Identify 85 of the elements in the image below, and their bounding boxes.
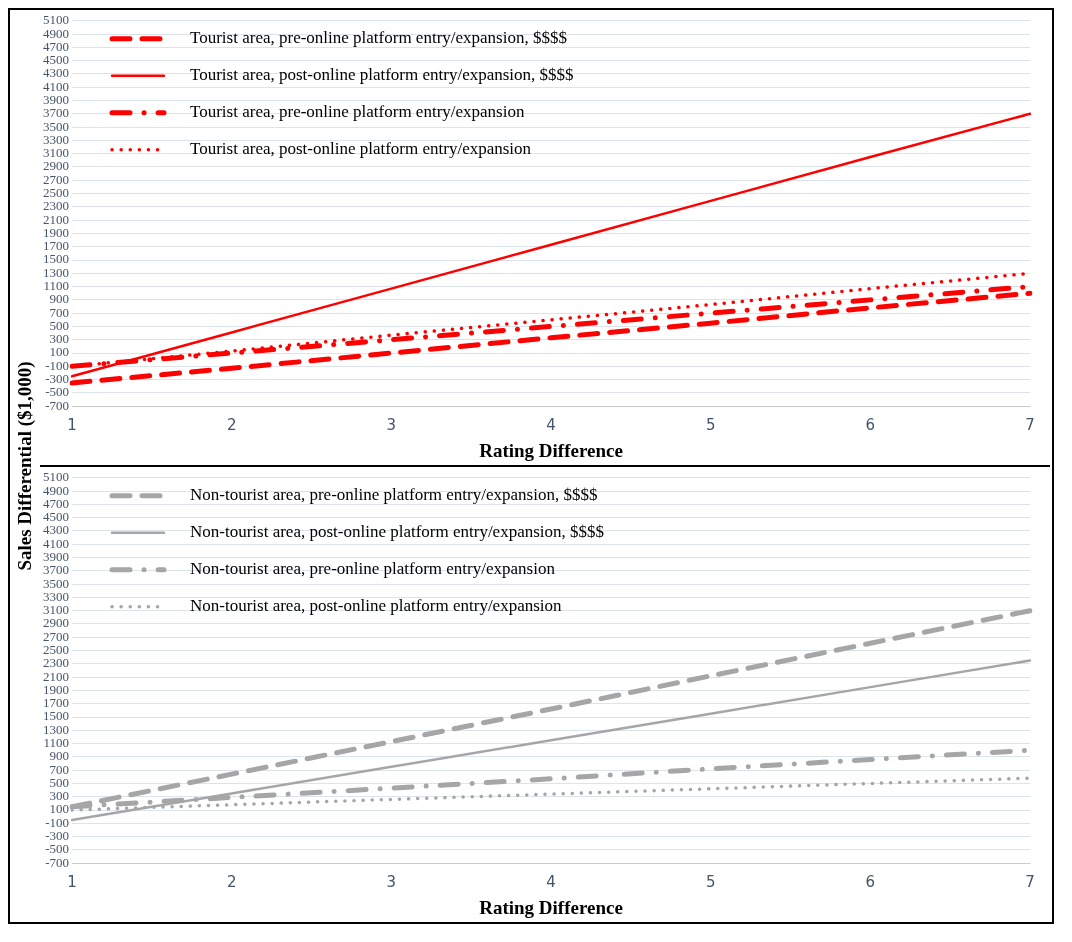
y-tick-label: 1300 — [43, 264, 69, 280]
legend-label: Tourist area, post-online platform entry/expansion — [190, 139, 532, 159]
x-tick-label: 4 — [546, 416, 556, 435]
y-tick-label: 100 — [49, 344, 69, 360]
legend-label: Non-tourist area, post-online platform entry/expansion — [190, 596, 563, 616]
y-tick-label: 4900 — [43, 482, 69, 498]
y-tick-label: 1500 — [43, 708, 69, 724]
y-tick-label: 1700 — [43, 695, 69, 711]
y-tick-label: 900 — [49, 748, 69, 764]
y-tick-label: 700 — [49, 761, 69, 777]
x-tick-label: 3 — [386, 873, 397, 892]
y-tick-label: 3500 — [43, 118, 69, 134]
y-tick-label: 4100 — [43, 535, 69, 551]
y-tick-label: 500 — [49, 317, 69, 333]
y-tick-label: -500 — [45, 841, 69, 857]
y-tick-label: 5100 — [43, 469, 69, 485]
y-tick-label: 2700 — [43, 171, 69, 187]
y-tick-label: 500 — [49, 774, 69, 790]
y-tick-label: -700 — [45, 854, 69, 870]
y-tick-label: -100 — [45, 814, 69, 830]
y-tick-label: 3900 — [43, 91, 69, 107]
x-tick-label: 5 — [705, 416, 716, 435]
x-tick-label: 5 — [705, 873, 716, 892]
y-tick-label: 1300 — [43, 721, 69, 737]
y-tick-label: 4500 — [43, 509, 69, 525]
x-tick-label: 2 — [226, 416, 237, 435]
y-tick-label: -300 — [45, 828, 69, 844]
legend-label: Tourist area, pre-online platform entry/expansion, $$$$ — [190, 28, 567, 48]
legend-label: Tourist area, pre-online platform entry/expansion — [190, 102, 525, 122]
legend-label: Non-tourist area, post-online platform entry/expansion, $$$$ — [190, 522, 605, 542]
legend-label: Tourist area, post-online platform entry/expansion, $$$$ — [190, 65, 574, 85]
y-tick-label: 2900 — [43, 615, 69, 631]
y-tick-label: 3700 — [43, 105, 69, 121]
y-tick-label: 4300 — [43, 522, 69, 538]
y-tick-label: 3100 — [43, 602, 69, 618]
y-tick-label: 4900 — [43, 25, 69, 41]
x-tick-label: 1 — [67, 873, 77, 892]
x-tick-label: 7 — [1025, 873, 1035, 892]
y-tick-label: 2100 — [43, 211, 69, 227]
y-tick-label: 2300 — [43, 655, 69, 671]
y-tick-label: -100 — [45, 357, 69, 373]
y-tick-label: 700 — [49, 304, 69, 320]
x-tick-label: 1 — [67, 416, 77, 435]
x-axis-title: Rating Difference — [479, 439, 623, 461]
y-tick-label: 4500 — [43, 52, 69, 68]
y-tick-label: 1900 — [43, 681, 69, 697]
y-tick-label: 4300 — [43, 65, 69, 81]
y-tick-label: 100 — [49, 801, 69, 817]
y-tick-label: 2900 — [43, 158, 69, 174]
y-tick-label: 3700 — [43, 562, 69, 578]
x-tick-label: 4 — [546, 873, 556, 892]
y-tick-label: 1700 — [43, 238, 69, 254]
y-tick-label: 2100 — [43, 668, 69, 684]
x-axis-title: Rating Difference — [479, 896, 623, 918]
y-tick-label: 1900 — [43, 224, 69, 240]
y-tick-label: 2700 — [43, 628, 69, 644]
y-tick-label: 3500 — [43, 575, 69, 591]
y-tick-label: 300 — [49, 331, 69, 347]
y-axis-title: Sales Differential ($1,000) — [14, 361, 36, 571]
y-tick-label: 2500 — [43, 184, 69, 200]
x-tick-label: 3 — [386, 416, 397, 435]
y-tick-label: 2500 — [43, 641, 69, 657]
y-tick-label: -300 — [45, 371, 69, 387]
y-tick-label: 5100 — [43, 12, 69, 28]
x-tick-label: 2 — [226, 873, 237, 892]
y-tick-label: 1100 — [43, 278, 69, 294]
x-tick-label: 6 — [865, 873, 876, 892]
y-tick-label: 1100 — [43, 735, 69, 751]
y-tick-label: 3100 — [43, 145, 69, 161]
y-tick-label: 4700 — [43, 495, 69, 511]
y-tick-label: 300 — [49, 788, 69, 804]
x-tick-label: 7 — [1025, 416, 1035, 435]
y-tick-label: 3300 — [43, 588, 69, 604]
y-tick-label: -500 — [45, 384, 69, 400]
x-tick-label: 6 — [865, 416, 876, 435]
y-tick-label: 3900 — [43, 548, 69, 564]
y-tick-label: 900 — [49, 291, 69, 307]
y-tick-label: 4100 — [43, 78, 69, 94]
legend-label: Non-tourist area, pre-online platform entry/expansion, $$$$ — [190, 485, 598, 505]
y-tick-label: 3300 — [43, 131, 69, 147]
y-tick-label: 4700 — [43, 38, 69, 54]
y-tick-label: 2300 — [43, 198, 69, 214]
y-tick-label: -700 — [45, 397, 69, 413]
legend-label: Non-tourist area, pre-online platform entry/expansion — [190, 559, 556, 579]
y-tick-label: 1500 — [43, 251, 69, 267]
